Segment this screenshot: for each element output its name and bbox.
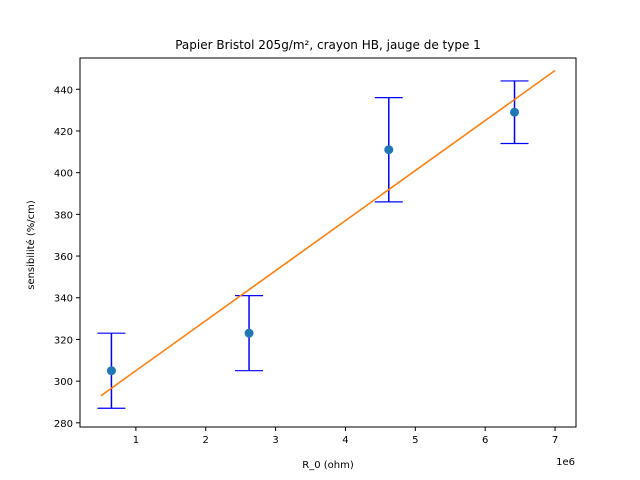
y-tick-label: 420 bbox=[54, 127, 73, 138]
data-point bbox=[384, 145, 394, 155]
y-tick-label: 380 bbox=[54, 210, 73, 221]
y-tick-label: 400 bbox=[54, 169, 73, 180]
y-tick-label: 300 bbox=[54, 377, 73, 388]
plot-frame bbox=[79, 57, 577, 428]
x-tick-label: 3 bbox=[272, 435, 278, 446]
y-tick-label: 280 bbox=[54, 419, 73, 430]
x-tick-label: 7 bbox=[552, 435, 558, 446]
data-point bbox=[244, 328, 254, 338]
y-tick-label: 440 bbox=[54, 85, 73, 96]
x-tick-label: 2 bbox=[203, 435, 209, 446]
data-point bbox=[106, 366, 116, 376]
y-tick-label: 320 bbox=[54, 335, 73, 346]
x-tick-label: 1 bbox=[133, 435, 139, 446]
x-tick-label: 4 bbox=[342, 435, 348, 446]
x-tick-label: 5 bbox=[412, 435, 418, 446]
y-tick-label: 360 bbox=[54, 252, 73, 263]
y-axis-label: sensibilité (%/cm) bbox=[25, 200, 37, 290]
x-axis: 1 2 3 4 5 6 7 bbox=[133, 427, 558, 446]
x-axis-label: R_0 (ohm) bbox=[302, 460, 354, 471]
x-axis-offset-label: 1e6 bbox=[556, 457, 575, 468]
chart-title: Papier Bristol 205g/m², crayon HB, jauge… bbox=[175, 38, 481, 52]
fit-line bbox=[100, 69, 556, 397]
y-axis: 280 300 320 340 360 380 400 420 440 bbox=[54, 85, 80, 430]
data-point bbox=[510, 107, 520, 117]
plot-area bbox=[79, 57, 577, 428]
x-tick-label: 6 bbox=[482, 435, 488, 446]
y-tick-label: 340 bbox=[54, 294, 73, 305]
